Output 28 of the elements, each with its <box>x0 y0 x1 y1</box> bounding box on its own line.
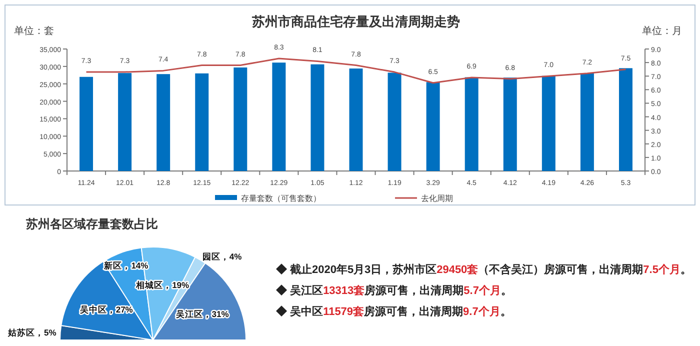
bar <box>80 76 94 171</box>
slice-label: 园区，4% <box>202 252 242 262</box>
chart-title: 苏州各区域存量套数占比 <box>25 217 158 231</box>
bar <box>580 73 594 171</box>
text: ◆ 吴江区13313套房源可售，出清周期5.7个月。 <box>276 284 512 297</box>
legend-label: 存量套数（可售套数） <box>241 194 321 203</box>
chart-title: 苏州市商品住宅存量及出清周期走势 <box>251 14 460 29</box>
bar <box>542 76 556 171</box>
bar <box>156 74 170 171</box>
text: ◆ 吴中区11579套房源可售，出清周期9.7个月。 <box>276 305 512 318</box>
y2-axis-title: 单位：月 <box>642 25 682 37</box>
bar <box>118 73 132 171</box>
bar <box>426 82 440 171</box>
bar <box>388 72 402 171</box>
bar <box>234 67 248 171</box>
slice-label: 吴江区，31% <box>174 308 230 319</box>
legend-label: 去化周期 <box>421 194 453 203</box>
y-axis-title: 单位：套 <box>14 25 54 37</box>
bar <box>349 68 363 171</box>
bar <box>195 73 209 171</box>
slice-label: 姑苏区，5% <box>7 327 57 338</box>
text: ◆ 截止2020年5月3日，苏州市区29450套（不含吴江）房源可售，出清周期7.5个月。 <box>276 263 692 276</box>
slice-label: 吴中区，27% <box>78 304 134 314</box>
bar <box>503 78 517 171</box>
bar <box>310 64 324 171</box>
bar <box>272 62 286 171</box>
bar <box>464 77 478 171</box>
bar <box>618 68 632 171</box>
